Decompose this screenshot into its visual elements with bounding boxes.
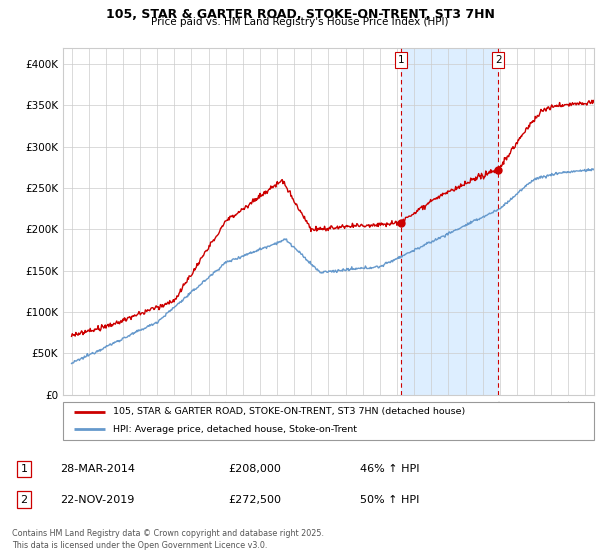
Text: 105, STAR & GARTER ROAD, STOKE-ON-TRENT, ST3 7HN (detached house): 105, STAR & GARTER ROAD, STOKE-ON-TRENT,… xyxy=(113,407,466,416)
Text: 22-NOV-2019: 22-NOV-2019 xyxy=(60,494,134,505)
Text: £208,000: £208,000 xyxy=(228,464,281,474)
Bar xyxy=(401,48,498,395)
Text: Price paid vs. HM Land Registry's House Price Index (HPI): Price paid vs. HM Land Registry's House … xyxy=(151,17,449,27)
FancyBboxPatch shape xyxy=(63,402,594,440)
Text: 1: 1 xyxy=(398,55,404,65)
Text: HPI: Average price, detached house, Stoke-on-Trent: HPI: Average price, detached house, Stok… xyxy=(113,425,358,434)
Text: 105, STAR & GARTER ROAD, STOKE-ON-TRENT, ST3 7HN: 105, STAR & GARTER ROAD, STOKE-ON-TRENT,… xyxy=(106,8,494,21)
Text: £272,500: £272,500 xyxy=(228,494,281,505)
Text: 50% ↑ HPI: 50% ↑ HPI xyxy=(360,494,419,505)
Text: 1: 1 xyxy=(20,464,28,474)
Text: 2: 2 xyxy=(495,55,502,65)
Text: 46% ↑ HPI: 46% ↑ HPI xyxy=(360,464,419,474)
Text: Contains HM Land Registry data © Crown copyright and database right 2025.
This d: Contains HM Land Registry data © Crown c… xyxy=(12,529,324,550)
Text: 2: 2 xyxy=(20,494,28,505)
Text: 28-MAR-2014: 28-MAR-2014 xyxy=(60,464,135,474)
